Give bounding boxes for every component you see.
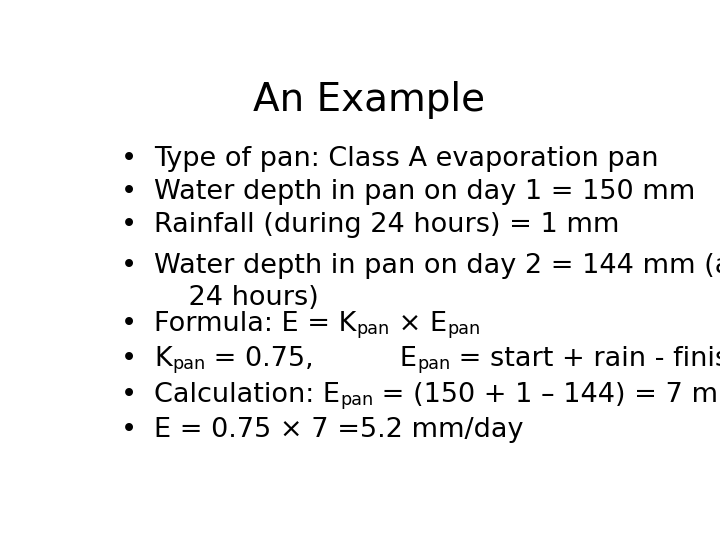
Text: •: •	[121, 212, 137, 238]
Text: •: •	[121, 146, 137, 172]
Text: •: •	[121, 311, 137, 337]
Text: pan: pan	[356, 320, 390, 338]
Text: Calculation: E: Calculation: E	[154, 382, 340, 408]
Text: = 0.75,          E: = 0.75, E	[205, 346, 417, 372]
Text: •: •	[121, 382, 137, 408]
Text: Rainfall (during 24 hours) = 1 mm: Rainfall (during 24 hours) = 1 mm	[154, 212, 619, 238]
Text: K: K	[154, 346, 172, 372]
Text: Type of pan: Class A evaporation pan: Type of pan: Class A evaporation pan	[154, 146, 659, 172]
Text: •: •	[121, 417, 137, 443]
Text: = start + rain - finish: = start + rain - finish	[451, 346, 720, 372]
Text: = (150 + 1 – 144) = 7 mm/day: = (150 + 1 – 144) = 7 mm/day	[374, 382, 720, 408]
Text: •: •	[121, 179, 137, 205]
Text: •: •	[121, 346, 137, 372]
Text: pan: pan	[340, 391, 374, 409]
Text: pan: pan	[417, 355, 451, 374]
Text: Formula: E = K: Formula: E = K	[154, 311, 356, 337]
Text: pan: pan	[172, 355, 205, 374]
Text: × E: × E	[390, 311, 447, 337]
Text: pan: pan	[447, 320, 480, 338]
Text: •: •	[121, 253, 137, 279]
Text: Water depth in pan on day 2 = 144 mm (after
    24 hours): Water depth in pan on day 2 = 144 mm (af…	[154, 253, 720, 310]
Text: E = 0.75 × 7 =5.2 mm/day: E = 0.75 × 7 =5.2 mm/day	[154, 417, 523, 443]
Text: An Example: An Example	[253, 82, 485, 119]
Text: Water depth in pan on day 1 = 150 mm: Water depth in pan on day 1 = 150 mm	[154, 179, 696, 205]
